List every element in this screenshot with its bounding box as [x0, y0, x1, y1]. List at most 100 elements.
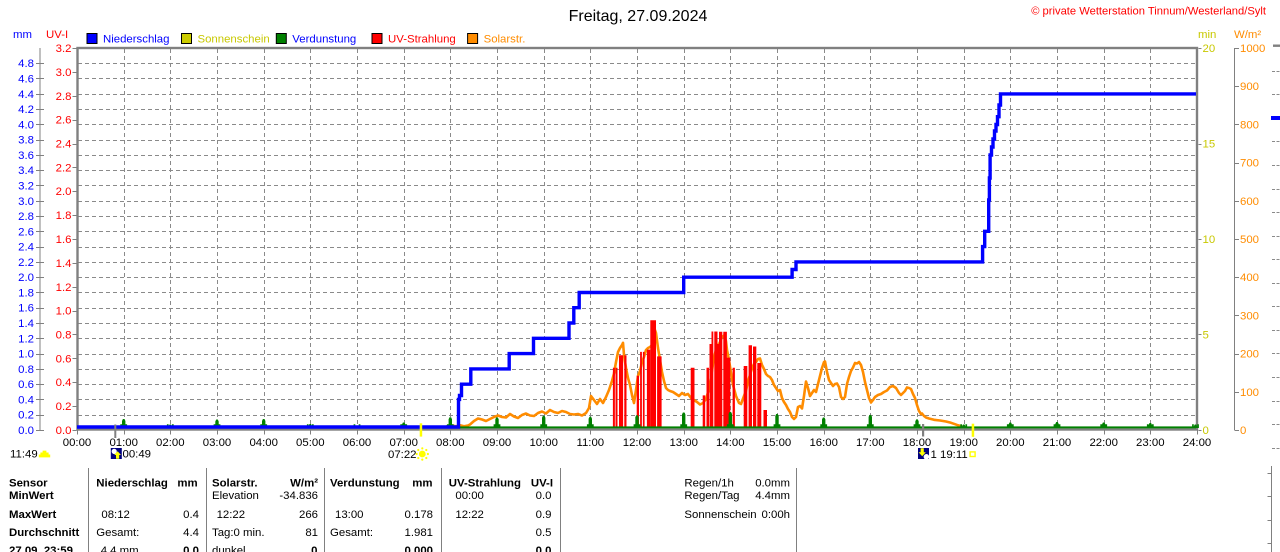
svg-text:UV-Strahlung: UV-Strahlung — [449, 477, 521, 489]
svg-text:2.6: 2.6 — [18, 226, 34, 238]
svg-text:4.4 mm: 4.4 mm — [101, 545, 139, 552]
svg-text:UV-I: UV-I — [46, 29, 68, 41]
svg-text:3.4: 3.4 — [18, 165, 34, 177]
svg-text:UV-I: UV-I — [531, 477, 553, 489]
svg-text:00:00: 00:00 — [455, 490, 484, 502]
svg-text:04:00: 04:00 — [249, 437, 278, 449]
svg-text:Tag:0 min.: Tag:0 min. — [212, 527, 265, 539]
svg-text:1.6: 1.6 — [56, 234, 72, 246]
svg-text:900: 900 — [1240, 81, 1259, 93]
svg-text:1.6: 1.6 — [18, 303, 34, 315]
svg-text:22:00: 22:00 — [1089, 437, 1118, 449]
svg-text:12:00: 12:00 — [623, 437, 652, 449]
svg-text:81: 81 — [305, 527, 318, 539]
svg-text:4.8: 4.8 — [18, 58, 34, 70]
svg-text:13:00: 13:00 — [335, 509, 364, 521]
svg-text:MinWert: MinWert — [9, 490, 54, 502]
svg-text:266: 266 — [299, 509, 318, 521]
svg-text:Elevation: Elevation — [212, 490, 259, 502]
svg-text:4.4: 4.4 — [18, 89, 34, 101]
svg-text:11:00: 11:00 — [576, 437, 604, 449]
svg-text:20:00: 20:00 — [996, 437, 1025, 449]
svg-text:500: 500 — [1240, 234, 1259, 246]
svg-text:Sonnenschein: Sonnenschein — [198, 34, 270, 46]
svg-text:2.4: 2.4 — [56, 139, 72, 151]
svg-text:mm: mm — [412, 477, 432, 489]
svg-text:Durchschnitt: Durchschnitt — [9, 527, 79, 539]
svg-text:09:00: 09:00 — [483, 437, 512, 449]
svg-text:1.0: 1.0 — [18, 349, 34, 361]
svg-text:3.2: 3.2 — [56, 43, 72, 55]
svg-text:0.000: 0.000 — [404, 545, 433, 552]
svg-text:0.9: 0.9 — [536, 509, 552, 521]
svg-text:5: 5 — [1203, 330, 1209, 342]
svg-text:11:49: 11:49 — [10, 449, 38, 461]
svg-text:13:00: 13:00 — [669, 437, 698, 449]
svg-text:1 19:11: 1 19:11 — [931, 449, 968, 461]
svg-text:27.09. 23:59: 27.09. 23:59 — [9, 545, 73, 552]
svg-text:2.2: 2.2 — [56, 162, 72, 174]
svg-text:mm: mm — [13, 29, 32, 41]
svg-text:20: 20 — [1203, 43, 1216, 55]
svg-text:Verdunstung: Verdunstung — [292, 34, 356, 46]
svg-text:0.178: 0.178 — [404, 509, 433, 521]
svg-text:1.981: 1.981 — [404, 527, 433, 539]
svg-text:08:00: 08:00 — [436, 437, 465, 449]
svg-text:0.4: 0.4 — [56, 377, 72, 389]
svg-text:MaxWert: MaxWert — [9, 509, 56, 521]
svg-text:14:00: 14:00 — [716, 437, 745, 449]
svg-text:3.8: 3.8 — [18, 135, 34, 147]
svg-text:Regen/1h: Regen/1h — [684, 477, 733, 489]
svg-text:02:00: 02:00 — [156, 437, 185, 449]
svg-text:07:22: 07:22 — [388, 449, 417, 461]
svg-text:4.4mm: 4.4mm — [755, 490, 790, 502]
svg-text:4.6: 4.6 — [18, 74, 34, 86]
svg-text:05:00: 05:00 — [296, 437, 325, 449]
svg-text:min: min — [1198, 29, 1216, 41]
svg-text:0.0: 0.0 — [18, 425, 34, 437]
svg-text:0.4: 0.4 — [183, 509, 199, 521]
svg-text:00:49: 00:49 — [123, 449, 152, 461]
svg-text:3.0: 3.0 — [18, 196, 34, 208]
svg-text:300: 300 — [1240, 310, 1259, 322]
svg-text:17:00: 17:00 — [856, 437, 885, 449]
svg-text:0.4: 0.4 — [18, 394, 34, 406]
svg-text:10: 10 — [1203, 234, 1216, 246]
svg-text:2.6: 2.6 — [56, 115, 72, 127]
svg-text:0:00h: 0:00h — [761, 509, 790, 521]
svg-text:01:00: 01:00 — [109, 437, 138, 449]
svg-text:0.8: 0.8 — [18, 364, 34, 376]
svg-text:2.0: 2.0 — [18, 272, 34, 284]
svg-text:4.4: 4.4 — [183, 527, 199, 539]
svg-text:Niederschlag: Niederschlag — [103, 34, 169, 46]
svg-text:0.0: 0.0 — [56, 425, 72, 437]
svg-text:0.0mm: 0.0mm — [755, 477, 790, 489]
svg-text:1.4: 1.4 — [18, 318, 34, 330]
svg-text:15:00: 15:00 — [763, 437, 792, 449]
svg-text:0.0: 0.0 — [536, 490, 552, 502]
svg-text:Verdunstung: Verdunstung — [330, 477, 400, 489]
svg-text:1.2: 1.2 — [18, 333, 34, 345]
svg-text:0.0: 0.0 — [183, 545, 199, 552]
svg-text:© private Wetterstation Tinnum: © private Wetterstation Tinnum/Westerlan… — [1031, 6, 1267, 18]
svg-text:W/m²: W/m² — [290, 477, 318, 489]
svg-text:21:00: 21:00 — [1043, 437, 1072, 449]
svg-text:0.2: 0.2 — [18, 410, 34, 422]
svg-text:200: 200 — [1240, 349, 1259, 361]
svg-text:1.8: 1.8 — [56, 210, 72, 222]
svg-text:1.2: 1.2 — [56, 282, 72, 294]
svg-text:4.0: 4.0 — [18, 119, 34, 131]
svg-text:4.2: 4.2 — [18, 104, 34, 116]
svg-text:0: 0 — [1203, 425, 1209, 437]
svg-text:2.2: 2.2 — [18, 257, 34, 269]
svg-text:-34.836: -34.836 — [279, 490, 318, 502]
svg-text:600: 600 — [1240, 196, 1259, 208]
svg-text:3.6: 3.6 — [18, 150, 34, 162]
svg-text:Gesamt:: Gesamt: — [330, 527, 373, 539]
svg-text:23:00: 23:00 — [1136, 437, 1165, 449]
svg-text:mm: mm — [177, 477, 197, 489]
svg-text:800: 800 — [1240, 119, 1259, 131]
svg-text:3.2: 3.2 — [18, 181, 34, 193]
svg-text:UV-Strahlung: UV-Strahlung — [388, 34, 456, 46]
svg-text:Niederschlag: Niederschlag — [96, 477, 168, 489]
